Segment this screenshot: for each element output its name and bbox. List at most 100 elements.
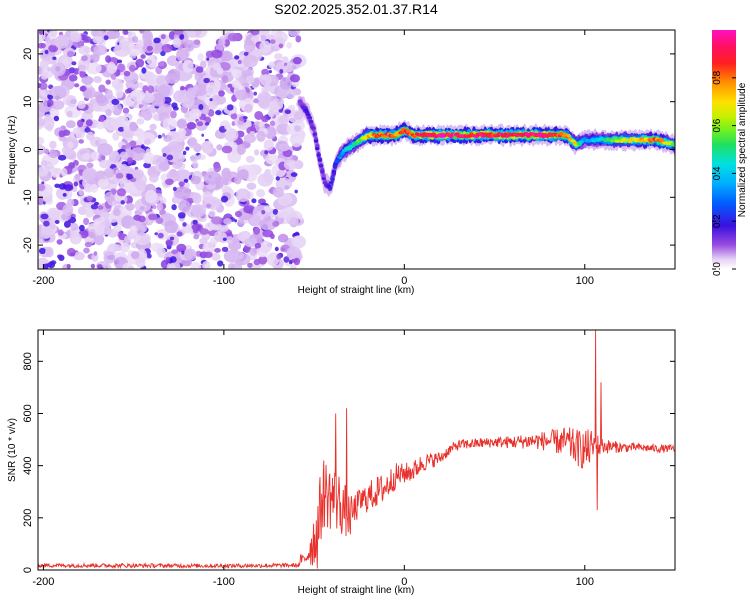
- noise-speckle: [131, 251, 140, 260]
- noise-speckle: [38, 82, 42, 89]
- noise-speckle: [170, 151, 186, 164]
- noise-speckle: [82, 153, 91, 160]
- snr-y-tick-label: 0: [22, 567, 34, 573]
- noise-speckle: [38, 136, 45, 145]
- noise-speckle: [162, 96, 172, 104]
- noise-speckle: [57, 229, 64, 236]
- noise-speckle: [177, 212, 186, 219]
- noise-speckle: [105, 55, 112, 63]
- noise-speckle: [62, 193, 67, 197]
- noise-speckle: [76, 119, 84, 128]
- noise-speckle: [249, 247, 257, 256]
- noise-speckle: [43, 116, 55, 131]
- noise-speckle: [243, 133, 256, 144]
- noise-speckle: [66, 50, 75, 58]
- noise-speckle: [171, 249, 179, 255]
- noise-speckle: [253, 149, 260, 156]
- noise-speckle: [286, 246, 302, 260]
- snr-y-tick-label: 200: [22, 509, 34, 527]
- noise-speckle: [69, 232, 82, 245]
- noise-speckle: [193, 234, 200, 240]
- noise-speckle: [84, 207, 95, 218]
- noise-speckle: [97, 178, 110, 189]
- noise-speckle: [262, 229, 274, 238]
- noise-speckle: [235, 188, 251, 202]
- noise-speckle: [107, 30, 120, 40]
- noise-speckle: [77, 206, 87, 216]
- noise-speckle: [142, 30, 154, 44]
- spectrogram-y-tick-label: -10: [22, 189, 34, 205]
- noise-speckle: [170, 143, 183, 153]
- noise-speckle: [116, 188, 127, 197]
- noise-speckle: [251, 30, 260, 36]
- spectrogram-x-tick-label: -100: [213, 275, 235, 287]
- noise-speckle: [119, 151, 129, 159]
- noise-speckle: [260, 74, 272, 87]
- noise-speckle: [220, 195, 229, 203]
- noise-speckle: [148, 213, 158, 221]
- snr-y-tick-label: 600: [22, 404, 34, 422]
- noise-speckle: [79, 85, 87, 92]
- noise-speckle: [54, 35, 69, 49]
- noise-speckle: [173, 186, 192, 200]
- noise-speckle: [135, 180, 147, 191]
- noise-speckle: [132, 169, 144, 180]
- noise-speckle: [201, 133, 204, 137]
- signal-track-mark: [322, 181, 328, 185]
- noise-speckle: [281, 56, 289, 65]
- snr-plot-area: [38, 330, 675, 570]
- noise-speckle: [191, 204, 207, 218]
- colorbar-ticks: 0.0 0.2 0.4 0.6 0.8: [712, 70, 736, 276]
- noise-speckle: [283, 256, 290, 263]
- colorbar-label: Normalized spectral amplitude: [737, 82, 748, 217]
- noise-speckle: [253, 258, 261, 266]
- signal-track-mark: [335, 159, 340, 163]
- noise-speckle: [129, 64, 136, 73]
- noise-speckle: [70, 32, 80, 41]
- noise-speckle: [272, 187, 284, 198]
- noise-speckle: [103, 35, 109, 41]
- noise-speckle: [180, 85, 185, 91]
- noise-speckle: [162, 117, 178, 131]
- noise-speckle: [215, 110, 222, 116]
- signal-track-mark: [306, 113, 311, 116]
- noise-speckle: [253, 91, 257, 96]
- noise-speckle: [254, 111, 264, 120]
- noise-speckle: [173, 30, 184, 36]
- noise-speckle: [260, 34, 267, 42]
- noise-speckle: [272, 221, 280, 227]
- noise-speckle: [40, 227, 53, 239]
- noise-speckle: [85, 36, 92, 43]
- noise-speckle: [113, 225, 122, 233]
- noise-speckle: [235, 89, 249, 101]
- noise-speckle: [140, 144, 145, 149]
- noise-speckle: [259, 40, 271, 54]
- noise-speckle: [185, 146, 190, 151]
- spectrogram-x-label: Height of straight line (km): [298, 285, 415, 296]
- noise-speckle: [175, 136, 185, 143]
- noise-speckle: [234, 251, 244, 260]
- noise-speckle: [244, 167, 258, 182]
- noise-speckle: [107, 63, 118, 74]
- noise-speckle: [117, 126, 125, 132]
- noise-speckle: [237, 169, 249, 180]
- noise-speckle: [99, 159, 112, 169]
- noise-speckle: [145, 148, 151, 155]
- noise-speckle: [172, 161, 182, 170]
- noise-speckle: [70, 222, 79, 231]
- noise-speckle: [146, 45, 153, 52]
- noise-speckle: [52, 56, 57, 60]
- noise-speckle: [144, 189, 158, 204]
- noise-speckle: [73, 68, 80, 75]
- colorbar-gradient: [712, 30, 736, 269]
- noise-speckle: [157, 134, 162, 139]
- noise-speckle: [279, 143, 290, 152]
- noise-speckle: [274, 246, 279, 252]
- noise-speckle: [245, 155, 255, 163]
- noise-speckle: [111, 98, 120, 105]
- signal-track-mark: [313, 139, 319, 143]
- noise-speckle: [104, 89, 113, 99]
- colorbar-tick-label: 0.8: [712, 70, 723, 84]
- signal-track-mark: [350, 145, 355, 148]
- noise-speckle: [143, 162, 152, 169]
